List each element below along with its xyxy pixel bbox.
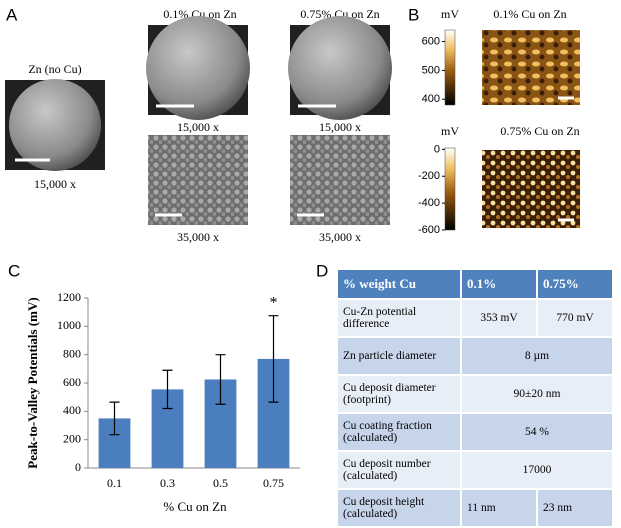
colorbar xyxy=(444,29,456,106)
colorbar-tick-label: -400 xyxy=(418,197,440,209)
colorbar-tick-label: -200 xyxy=(418,170,440,182)
cell: 23 nm xyxy=(536,488,614,528)
magnification: 35,000 x xyxy=(177,230,219,244)
y-tick-label: 0 xyxy=(75,460,81,474)
annotation: * xyxy=(270,294,278,311)
table-row: Cu coating fraction (calculated) 54 % xyxy=(336,412,614,452)
sem-image xyxy=(290,135,390,225)
y-tick-label: 400 xyxy=(63,403,81,417)
x-tick-label: 0.5 xyxy=(213,476,228,490)
x-axis-label: % Cu on Zn xyxy=(163,499,227,514)
colorbar-tick-label: 600 xyxy=(422,35,440,47)
data-table: % weight Cu 0.1% 0.75% Cu-Zn potential d… xyxy=(336,268,614,528)
table-header: % weight Cu 0.1% 0.75% xyxy=(336,268,614,300)
y-tick-label: 1000 xyxy=(57,318,81,332)
panel-label: A xyxy=(6,5,18,24)
sem-particle xyxy=(146,16,250,120)
error-bar xyxy=(215,354,226,405)
cell: 770 mV xyxy=(536,298,614,338)
magnification: 15,000 x xyxy=(319,120,361,134)
colorbar-tick-label: -600 xyxy=(418,224,440,236)
header-cell: % weight Cu xyxy=(336,268,462,300)
colorbar-tick-label: 0 xyxy=(434,143,440,155)
colorbar-unit: mV xyxy=(441,7,459,21)
x-tick-label: 0.1 xyxy=(107,476,122,490)
table-row: Zn particle diameter 8 µm xyxy=(336,336,614,376)
magnification: 35,000 x xyxy=(319,230,361,244)
row-label: Zn particle diameter xyxy=(336,336,462,376)
row-label: Cu deposit diameter (footprint) xyxy=(336,374,462,414)
y-axis-label: Peak-to-Valley Potentials (mV) xyxy=(25,297,40,468)
table-row: Cu deposit diameter (footprint) 90±20 nm xyxy=(336,374,614,414)
table-row: Cu deposit height (calculated) 11 nm 23 nm xyxy=(336,488,614,528)
colorbar-tick-label: 500 xyxy=(422,64,440,76)
cell: 11 nm xyxy=(460,488,538,528)
x-tick-label: 0.75 xyxy=(263,476,284,490)
afm-image xyxy=(482,30,580,105)
row-label: Cu deposit number (calculated) xyxy=(336,450,462,490)
cell: 17000 xyxy=(460,450,614,490)
afm-image xyxy=(482,150,580,228)
error-bar xyxy=(109,401,120,436)
y-tick-label: 200 xyxy=(63,431,81,445)
y-tick-label: 1200 xyxy=(57,290,81,304)
row-label: Cu deposit height (calculated) xyxy=(336,488,462,528)
image-title: 0.75% Cu on Zn xyxy=(300,7,379,21)
colorbar xyxy=(444,147,456,231)
header-cell: 0.1% xyxy=(460,268,538,300)
sem-particle xyxy=(288,16,392,120)
magnification: 15,000 x xyxy=(34,177,76,191)
table-row: Cu deposit number (calculated) 17000 xyxy=(336,450,614,490)
table-row: Cu-Zn potential difference 353 mV 770 mV xyxy=(336,298,614,338)
colorbar-tick-label: 400 xyxy=(422,93,440,105)
y-tick-label: 800 xyxy=(63,346,81,360)
row-label: Cu-Zn potential difference xyxy=(336,298,462,338)
error-bar xyxy=(162,369,173,410)
image-title: 0.1% Cu on Zn xyxy=(493,7,566,21)
sem-particle xyxy=(9,79,101,171)
error-bar xyxy=(268,315,279,403)
cell: 54 % xyxy=(460,412,614,452)
image-title: 0.1% Cu on Zn xyxy=(163,7,236,21)
panel-label: B xyxy=(408,5,419,24)
sem-image xyxy=(148,135,248,225)
x-tick-label: 0.3 xyxy=(160,476,175,490)
colorbar-unit: mV xyxy=(441,124,459,138)
cell: 353 mV xyxy=(460,298,538,338)
image-title: 0.75% Cu on Zn xyxy=(500,124,579,138)
panel-label: D xyxy=(316,261,328,280)
panel-label: C xyxy=(8,261,20,280)
header-cell: 0.75% xyxy=(536,268,614,300)
image-title: Zn (no Cu) xyxy=(28,62,81,76)
cell: 90±20 nm xyxy=(460,374,614,414)
cell: 8 µm xyxy=(460,336,614,376)
magnification: 15,000 x xyxy=(177,120,219,134)
y-tick-label: 600 xyxy=(63,375,81,389)
row-label: Cu coating fraction (calculated) xyxy=(336,412,462,452)
